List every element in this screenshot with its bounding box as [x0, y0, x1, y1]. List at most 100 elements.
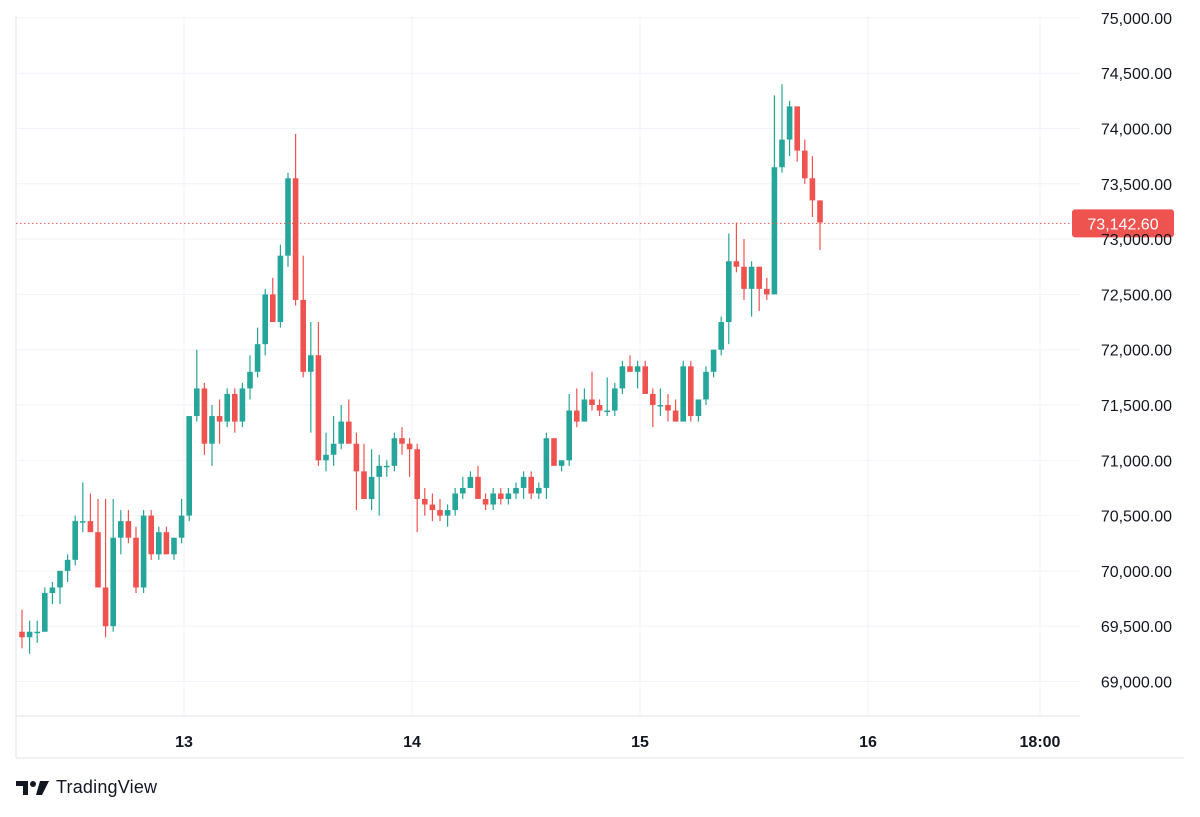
candle-down[interactable]: [270, 277, 276, 323]
candle-up[interactable]: [194, 349, 200, 422]
candle-up[interactable]: [247, 355, 253, 400]
candle-down[interactable]: [315, 322, 322, 466]
candle-up[interactable]: [786, 100, 793, 157]
candle-up[interactable]: [239, 382, 246, 428]
candle-up[interactable]: [703, 366, 709, 405]
candle-up[interactable]: [513, 482, 519, 500]
candle-up[interactable]: [224, 388, 230, 428]
candle-down[interactable]: [672, 399, 679, 422]
candle-down[interactable]: [764, 277, 770, 300]
candle-up[interactable]: [156, 526, 162, 560]
candle-down[interactable]: [650, 388, 656, 428]
candle-down[interactable]: [733, 222, 740, 273]
candle-down[interactable]: [163, 526, 170, 555]
candle-down[interactable]: [809, 156, 816, 217]
candle-down[interactable]: [148, 510, 154, 560]
candle-down[interactable]: [596, 399, 603, 417]
candle-up[interactable]: [695, 399, 702, 422]
candle-up[interactable]: [49, 581, 56, 605]
candle-up[interactable]: [771, 95, 778, 295]
candle-down[interactable]: [802, 139, 808, 184]
candle-down[interactable]: [414, 443, 420, 533]
candle-up[interactable]: [209, 405, 215, 466]
candle-up[interactable]: [490, 487, 496, 511]
candle-down[interactable]: [437, 499, 443, 522]
candle-down[interactable]: [551, 438, 557, 466]
candle-up[interactable]: [467, 471, 474, 488]
candle-up[interactable]: [34, 620, 40, 643]
candle-up[interactable]: [330, 416, 337, 466]
candle-up[interactable]: [384, 460, 390, 477]
candle-up[interactable]: [118, 510, 124, 555]
candle-up[interactable]: [444, 504, 451, 527]
candle-up[interactable]: [710, 349, 717, 378]
candle-down[interactable]: [422, 487, 428, 516]
candle-up[interactable]: [566, 393, 572, 466]
candle-up[interactable]: [748, 261, 755, 317]
candle-up[interactable]: [536, 482, 542, 500]
candle-up[interactable]: [254, 327, 261, 378]
candle-up[interactable]: [80, 482, 86, 533]
candle-down[interactable]: [756, 266, 762, 311]
candle-up[interactable]: [558, 460, 565, 472]
candle-down[interactable]: [574, 388, 580, 428]
candle-up[interactable]: [634, 360, 641, 389]
candle-up[interactable]: [718, 316, 724, 356]
candle-down[interactable]: [429, 493, 436, 522]
candle-down[interactable]: [482, 493, 489, 511]
candle-up[interactable]: [619, 360, 626, 394]
candle-down[interactable]: [201, 382, 208, 455]
candle-down[interactable]: [817, 200, 823, 251]
candle-up[interactable]: [604, 377, 610, 417]
candle-down[interactable]: [589, 371, 595, 411]
candle-up[interactable]: [452, 487, 458, 516]
candle-down[interactable]: [665, 393, 671, 422]
candle-up[interactable]: [110, 499, 116, 632]
candle-up[interactable]: [391, 432, 398, 472]
candle-down[interactable]: [125, 510, 132, 544]
candle-up[interactable]: [680, 360, 686, 422]
candle-up[interactable]: [543, 432, 550, 500]
candle-up[interactable]: [277, 244, 284, 328]
candle-down[interactable]: [498, 487, 504, 505]
candle-up[interactable]: [657, 388, 664, 417]
candle-down[interactable]: [95, 499, 101, 588]
candles[interactable]: [19, 84, 823, 654]
candle-down[interactable]: [741, 239, 747, 300]
candle-down[interactable]: [688, 360, 694, 422]
candle-up[interactable]: [262, 288, 268, 356]
candle-down[interactable]: [406, 438, 413, 477]
candle-up[interactable]: [376, 454, 382, 516]
candle-up[interactable]: [57, 570, 63, 605]
candle-down[interactable]: [361, 443, 367, 500]
candle-up[interactable]: [140, 510, 147, 594]
candle-up[interactable]: [186, 416, 192, 522]
candle-down[interactable]: [232, 388, 238, 433]
candle-down[interactable]: [794, 106, 800, 162]
candle-up[interactable]: [26, 620, 33, 654]
candle-up[interactable]: [612, 382, 618, 417]
candle-up[interactable]: [505, 487, 512, 505]
candle-up[interactable]: [520, 471, 527, 500]
candle-down[interactable]: [399, 427, 405, 455]
candle-down[interactable]: [133, 526, 139, 594]
candle-down[interactable]: [627, 355, 633, 372]
candle-up[interactable]: [178, 499, 185, 544]
candle-up[interactable]: [581, 388, 588, 422]
candle-up[interactable]: [72, 515, 78, 566]
candle-down[interactable]: [19, 609, 25, 649]
candle-up[interactable]: [308, 322, 314, 433]
candle-down[interactable]: [87, 493, 94, 533]
candle-up[interactable]: [42, 587, 48, 632]
candle-down[interactable]: [102, 499, 109, 638]
candle-down[interactable]: [475, 465, 481, 500]
candle-down[interactable]: [353, 432, 360, 511]
candle-down[interactable]: [216, 399, 223, 444]
candle-up[interactable]: [460, 476, 466, 500]
candle-up[interactable]: [779, 84, 785, 173]
candle-down[interactable]: [642, 360, 648, 394]
tradingview-brand[interactable]: TradingView: [16, 777, 157, 798]
candle-down[interactable]: [346, 399, 352, 444]
candle-up[interactable]: [64, 554, 71, 582]
